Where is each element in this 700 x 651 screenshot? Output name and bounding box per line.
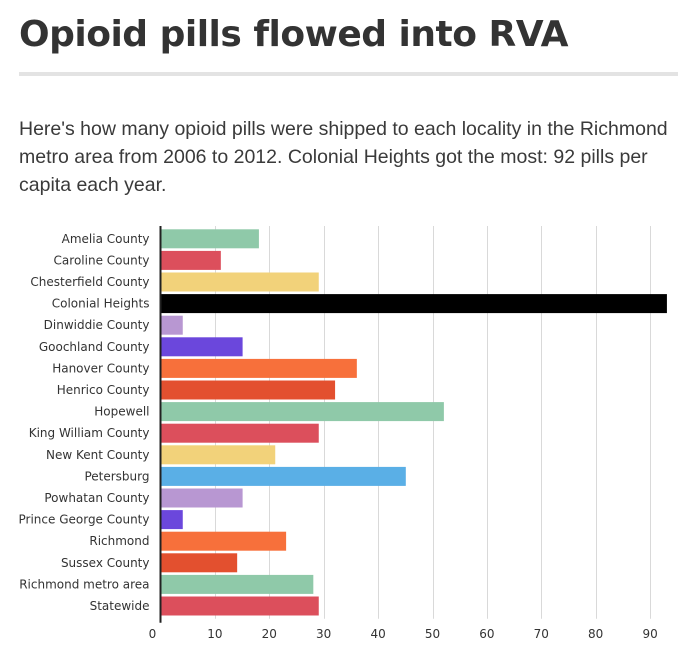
x-tick-label: 30 (316, 627, 331, 641)
x-tick-label: 90 (642, 627, 657, 641)
category-label: New Kent County (46, 448, 150, 462)
category-label: Caroline County (54, 253, 150, 267)
x-tick-label: 40 (370, 627, 385, 641)
bar (161, 596, 319, 616)
category-label: Chesterfield County (30, 275, 149, 289)
bar (161, 553, 238, 573)
bar (161, 488, 243, 508)
bar (161, 337, 243, 357)
title-divider (19, 72, 678, 76)
bar (161, 272, 319, 292)
bars (161, 229, 667, 616)
bar (161, 531, 287, 551)
x-tick-label: 0 (149, 627, 157, 641)
bar (161, 229, 259, 249)
x-tick-label: 60 (479, 627, 494, 641)
category-label: Amelia County (62, 232, 150, 246)
category-label: Henrico County (57, 383, 150, 397)
bar (161, 402, 444, 422)
category-label: King William County (29, 426, 150, 440)
category-label: Colonial Heights (52, 297, 150, 311)
category-label: Hanover County (52, 361, 149, 375)
x-tick-label: 50 (425, 627, 440, 641)
bar-chart: Amelia County Caroline County Chesterfield… (19, 226, 667, 641)
category-label: Goochland County (39, 340, 150, 354)
category-label: Powhatan County (44, 491, 149, 505)
bar (161, 445, 276, 465)
x-tick-label: 20 (262, 627, 277, 641)
bar (161, 315, 183, 335)
bar (161, 250, 221, 270)
category-label: Hopewell (94, 405, 149, 419)
bar (161, 466, 406, 486)
bar (161, 510, 183, 530)
bar (161, 358, 357, 378)
bar (161, 423, 319, 443)
category-label: Richmond metro area (19, 577, 149, 591)
x-tick-label: 70 (534, 627, 549, 641)
chart-title: Opioid pills flowed into RVA (19, 14, 569, 55)
category-label: Prince George County (19, 513, 150, 527)
bar (161, 294, 667, 314)
x-tick-labels: 0 10 20 30 40 50 60 70 80 90 (149, 627, 658, 641)
category-label: Dinwiddie County (44, 318, 150, 332)
bar (161, 380, 336, 400)
category-labels: Amelia County Caroline County Chesterfield… (19, 232, 150, 613)
bar (161, 574, 314, 594)
x-tick-label: 10 (207, 627, 222, 641)
category-label: Sussex County (61, 556, 150, 570)
category-label: Statewide (90, 599, 150, 613)
chart-description: Here's how many opioid pills were shippe… (19, 118, 668, 196)
category-label: Petersburg (84, 469, 149, 483)
x-tick-label: 80 (588, 627, 603, 641)
category-label: Richmond (89, 534, 149, 548)
